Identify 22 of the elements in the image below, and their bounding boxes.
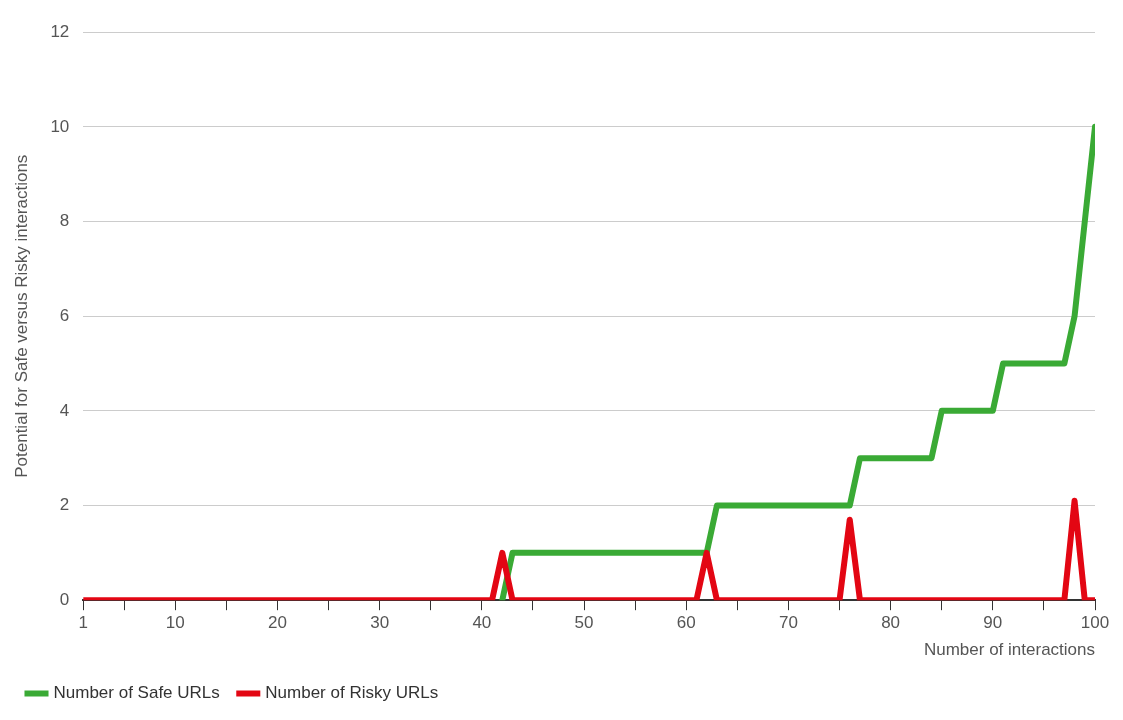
y-axis-title: Potential for Safe versus Risky interactions [11,154,31,478]
x-tick-label: 40 [472,613,492,633]
legend-label: Number of Safe URLs [53,683,220,703]
y-tick-label: 10 [50,116,70,136]
y-tick-label: 0 [59,589,70,609]
x-tick-label: 90 [983,613,1003,633]
x-tick-label: 60 [676,613,696,633]
y-tick-label: 12 [50,21,70,41]
legend-label: Number of Risky URLs [265,683,439,703]
x-tick-label: 70 [778,613,798,633]
x-tick-label: 20 [268,613,287,633]
x-tick-label: 50 [574,613,594,633]
x-tick-label: 80 [881,613,901,633]
y-tick-label: 8 [59,211,70,231]
x-tick-label: 1 [78,613,89,633]
x-tick-label: 10 [165,613,185,633]
y-tick-label: 2 [59,495,70,515]
y-tick-label: 4 [59,400,70,420]
x-tick-label: 30 [370,613,390,633]
y-tick-label: 6 [59,305,70,325]
x-tick-label: 100 [1080,613,1110,633]
x-axis-title: Number of interactions [923,640,1095,660]
